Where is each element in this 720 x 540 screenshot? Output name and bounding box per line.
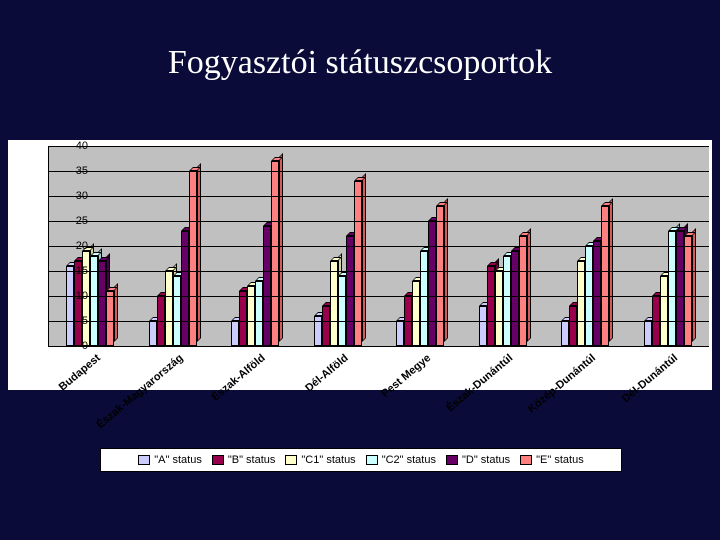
page-title: Fogyasztói státuszcsoportok	[0, 44, 720, 82]
x-axis-label: Dél-Alföld	[303, 352, 351, 395]
legend-swatch	[520, 455, 532, 465]
legend-swatch	[212, 455, 224, 465]
gridline	[49, 171, 709, 172]
bar	[519, 232, 531, 346]
legend-item: "A" status	[138, 454, 202, 466]
gridline	[49, 271, 709, 272]
legend-item: "B" status	[212, 454, 276, 466]
gridline	[49, 321, 709, 322]
chart-x-labels: BudapestÉszak-MagyarországÉszak-AlföldDé…	[48, 352, 708, 392]
x-axis-label: Észak-Alföld	[210, 352, 268, 404]
legend-label: "B" status	[228, 454, 276, 466]
legend-label: "E" status	[536, 454, 584, 466]
legend-swatch	[366, 455, 378, 465]
y-tick-label: 5	[58, 315, 88, 327]
y-tick-label: 15	[58, 265, 88, 277]
bar	[189, 167, 201, 346]
bar	[601, 202, 613, 346]
y-tick-label: 25	[58, 215, 88, 227]
y-tick-label: 10	[58, 290, 88, 302]
legend-label: "C2" status	[382, 454, 436, 466]
legend-item: "E" status	[520, 454, 584, 466]
gridline	[49, 221, 709, 222]
gridline	[49, 196, 709, 197]
x-axis-label: Budapest	[57, 352, 103, 393]
legend-item: "C1" status	[285, 454, 355, 466]
legend-label: "C1" status	[301, 454, 355, 466]
legend-swatch	[446, 455, 458, 465]
x-axis-label: Dél-Dunántúl	[620, 352, 680, 405]
y-tick-label: 40	[58, 140, 88, 152]
bar	[684, 232, 696, 346]
y-tick-label: 30	[58, 190, 88, 202]
bar	[436, 202, 448, 346]
x-axis-label: Észak-Magyarország	[94, 352, 185, 431]
legend-label: "A" status	[154, 454, 202, 466]
chart-region	[48, 146, 709, 347]
chart-legend: "A" status "B" status "C1" status "C2" stat…	[100, 448, 622, 472]
chart-plot-area: BudapestÉszak-MagyarországÉszak-AlföldDé…	[8, 140, 712, 390]
y-tick-label: 0	[58, 340, 88, 352]
gridline	[49, 296, 709, 297]
gridline	[49, 246, 709, 247]
gridline	[49, 146, 709, 147]
x-axis-label: Pest Megye	[379, 352, 433, 400]
y-tick-label: 20	[58, 240, 88, 252]
legend-swatch	[138, 455, 150, 465]
bar	[271, 157, 283, 346]
legend-label: "D" status	[462, 454, 510, 466]
y-tick-label: 35	[58, 165, 88, 177]
legend-item: "C2" status	[366, 454, 436, 466]
x-axis-label: Közép-Dunántúl	[526, 352, 598, 415]
legend-item: "D" status	[446, 454, 510, 466]
x-axis-label: Észak-Dunántúl	[445, 352, 516, 414]
legend-swatch	[285, 455, 297, 465]
